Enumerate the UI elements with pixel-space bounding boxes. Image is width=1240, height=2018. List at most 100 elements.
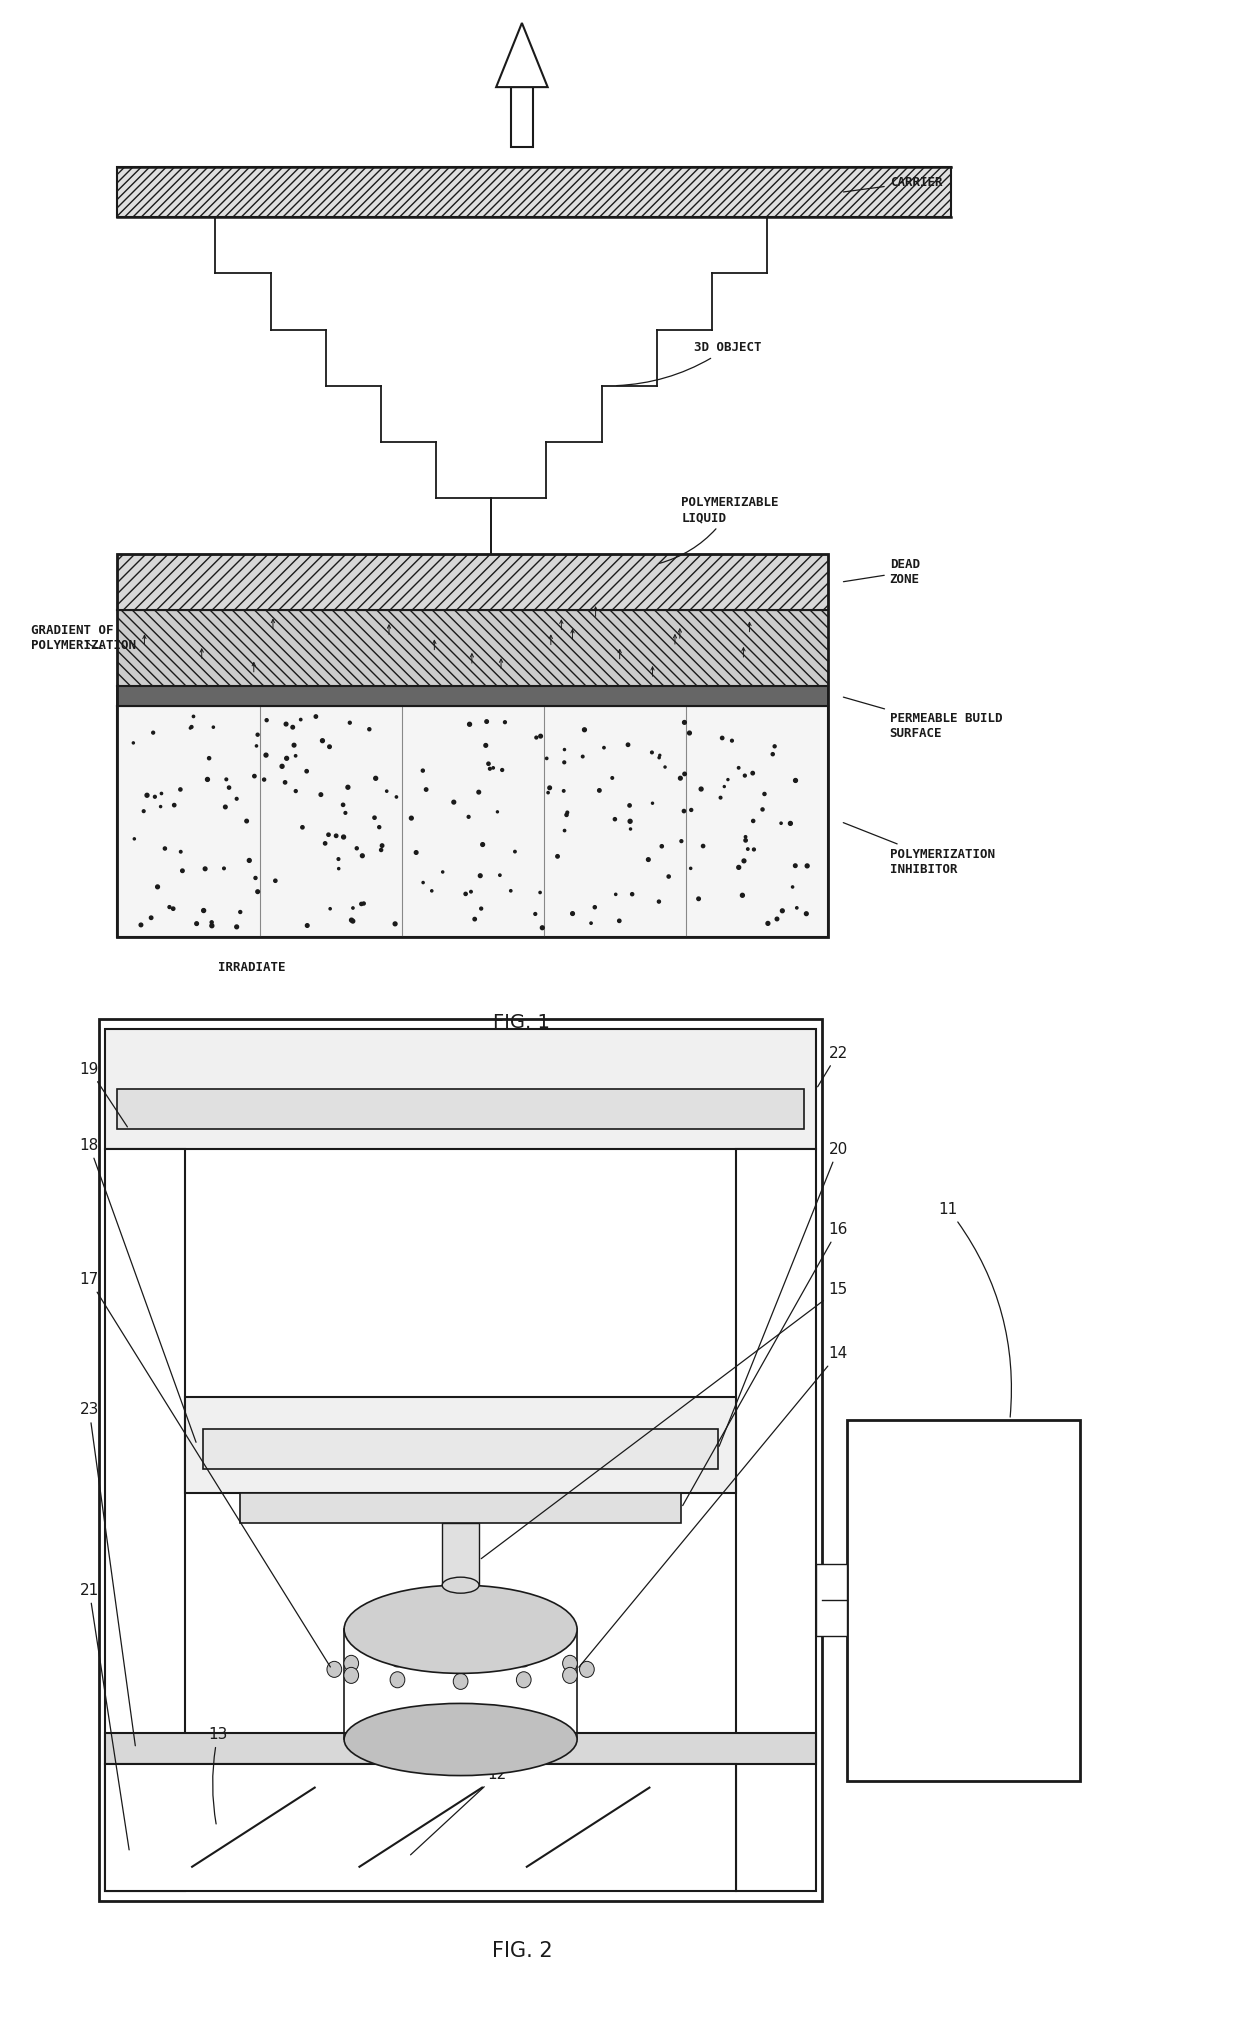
Point	[743, 757, 763, 789]
Text: 18: 18	[79, 1138, 196, 1443]
Point	[200, 743, 219, 775]
Point	[675, 759, 694, 791]
Point	[456, 878, 476, 910]
Point	[548, 839, 568, 872]
Point	[652, 829, 672, 862]
Point	[594, 731, 614, 763]
Bar	[203, 1429, 718, 1469]
Point	[744, 833, 764, 866]
Point	[671, 825, 691, 858]
Point	[195, 854, 215, 886]
Point	[172, 854, 192, 886]
Point	[459, 801, 479, 833]
Point	[758, 908, 777, 940]
Bar	[847, 1421, 1080, 1780]
Point	[231, 896, 250, 928]
Point	[675, 795, 694, 827]
Point	[735, 821, 755, 854]
Text: FIG. 2: FIG. 2	[491, 1941, 552, 1961]
Point	[487, 795, 507, 827]
Point	[735, 823, 755, 856]
Ellipse shape	[391, 1671, 404, 1687]
Point	[539, 771, 559, 803]
Point	[413, 866, 433, 898]
Point	[585, 892, 605, 924]
Point	[796, 898, 816, 930]
Bar	[816, 1564, 847, 1637]
Point	[735, 759, 755, 791]
Point	[722, 724, 742, 757]
Point	[526, 898, 546, 930]
Ellipse shape	[516, 1651, 531, 1667]
Point	[257, 704, 277, 737]
Point	[187, 908, 207, 940]
Point	[655, 751, 675, 783]
Point	[501, 874, 521, 906]
Point	[606, 878, 626, 910]
Point	[284, 728, 304, 761]
Point	[422, 874, 441, 906]
Point	[639, 844, 658, 876]
Point	[151, 791, 171, 823]
Point	[343, 904, 363, 936]
Point	[315, 827, 335, 860]
Bar	[118, 1090, 804, 1130]
Ellipse shape	[563, 1655, 578, 1671]
Point	[202, 910, 222, 942]
Point	[227, 910, 247, 942]
Point	[336, 797, 356, 829]
Point	[771, 807, 791, 839]
Point	[603, 763, 622, 795]
Point	[531, 720, 551, 753]
Point	[197, 763, 217, 795]
Point	[712, 722, 732, 755]
Point	[285, 741, 305, 773]
Point	[675, 706, 694, 739]
Point	[165, 789, 185, 821]
Point	[622, 878, 642, 910]
Point	[609, 904, 629, 936]
Point	[124, 823, 144, 856]
Point	[320, 892, 340, 924]
Point	[286, 775, 306, 807]
Point	[729, 852, 749, 884]
Point	[469, 777, 489, 809]
Point	[351, 888, 371, 920]
Point	[277, 708, 296, 741]
Point	[326, 819, 346, 852]
Point	[620, 805, 640, 837]
Text: DEAD
ZONE: DEAD ZONE	[843, 559, 920, 585]
Point	[320, 731, 340, 763]
Point	[650, 741, 670, 773]
Text: IRRADIATE: IRRADIATE	[218, 961, 286, 975]
Point	[217, 763, 237, 795]
Point	[145, 781, 165, 813]
Text: POLYMERIZATION
INHIBITOR: POLYMERIZATION INHIBITOR	[843, 823, 994, 876]
Text: 23: 23	[79, 1403, 135, 1746]
Text: POLYMERIZABLE
LIQUID: POLYMERIZABLE LIQUID	[660, 496, 779, 563]
Point	[444, 785, 464, 817]
Point	[711, 781, 730, 813]
Bar	[239, 1493, 681, 1524]
Point	[237, 805, 257, 837]
Text: 13: 13	[208, 1727, 228, 1824]
Text: CARRIER: CARRIER	[843, 176, 942, 192]
Point	[554, 747, 574, 779]
Point	[248, 718, 268, 751]
Ellipse shape	[345, 1703, 577, 1776]
Ellipse shape	[454, 1673, 467, 1689]
Point	[465, 902, 485, 934]
Bar	[118, 555, 828, 936]
Point	[329, 844, 348, 876]
Point	[275, 767, 295, 799]
Point	[311, 779, 331, 811]
Point	[618, 728, 637, 761]
Point	[272, 751, 291, 783]
Point	[554, 775, 574, 807]
Point	[138, 779, 157, 811]
Point	[554, 733, 574, 765]
Point	[785, 850, 805, 882]
Point	[734, 846, 754, 878]
Bar	[443, 1524, 479, 1586]
Ellipse shape	[563, 1667, 578, 1683]
